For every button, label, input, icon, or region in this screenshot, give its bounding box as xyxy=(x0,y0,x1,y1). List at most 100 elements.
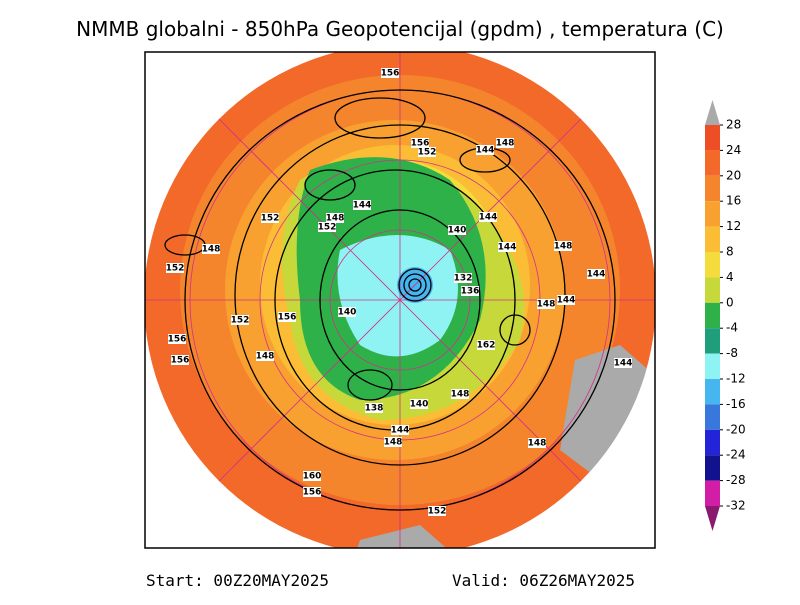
contour-label: 144 xyxy=(353,201,372,211)
label-box xyxy=(448,225,466,235)
colorbar-label: 28 xyxy=(726,118,741,132)
label-box xyxy=(410,399,428,409)
label-box xyxy=(261,213,279,223)
colorbar-segment xyxy=(705,277,720,303)
colorbar-segment xyxy=(705,404,720,430)
colorbar-label: 20 xyxy=(726,168,741,182)
colorbar-segment xyxy=(705,379,720,405)
label-box xyxy=(428,506,446,516)
contour-label: 152 xyxy=(231,316,250,326)
contour-label: 148 xyxy=(496,139,515,149)
colorbar-label: -20 xyxy=(726,422,746,436)
contour-label: 160 xyxy=(303,472,322,482)
colorbar-label: -8 xyxy=(726,346,738,360)
contour-label: 152 xyxy=(166,264,185,274)
contour-label: 144 xyxy=(391,426,410,436)
label-box xyxy=(278,312,296,322)
label-box xyxy=(338,307,356,317)
contour-label: 152 xyxy=(318,223,337,233)
colorbar-label: -24 xyxy=(726,448,746,462)
colorbar-label: -32 xyxy=(726,499,746,513)
colorbar-arrow-top xyxy=(705,100,720,125)
label-box xyxy=(326,213,344,223)
label-box xyxy=(171,355,189,365)
map xyxy=(145,52,655,548)
colorbar-label: -16 xyxy=(726,397,746,411)
colorbar-segment xyxy=(705,125,720,151)
colorbar: 28 24 20 16 12 8 4 0 -4 -8 -12 -16 -20 -24 -28 -32 xyxy=(705,100,746,531)
contour-label: 152 xyxy=(428,507,447,517)
contour-label: 144 xyxy=(557,296,576,306)
colorbar-segment xyxy=(705,455,720,481)
contour-label: 156 xyxy=(168,335,187,345)
colorbar-label: 0 xyxy=(726,295,734,309)
label-box xyxy=(451,389,469,399)
contour-label: 148 xyxy=(554,242,573,252)
contour-label: 136 xyxy=(461,287,480,297)
label-box xyxy=(528,438,546,448)
colorbar-segment xyxy=(705,429,720,456)
contour-label: 144 xyxy=(614,359,633,369)
colorbar-segment xyxy=(705,252,720,278)
label-box xyxy=(498,242,516,252)
label-box xyxy=(411,138,429,148)
contour-label: 156 xyxy=(278,313,297,323)
contour-label: 156 xyxy=(303,488,322,498)
contour-label: 156 xyxy=(411,139,430,149)
colorbar-label: -28 xyxy=(726,473,746,487)
contour-label: 148 xyxy=(528,439,547,449)
label-box xyxy=(303,487,321,497)
label-box xyxy=(587,269,605,279)
contour-label: 140 xyxy=(410,400,429,410)
label-box xyxy=(557,295,575,305)
label-box xyxy=(303,471,321,481)
colorbar-segment xyxy=(705,201,720,227)
label-box xyxy=(318,222,336,232)
colorbar-segment xyxy=(705,328,720,354)
colorbar-segment xyxy=(705,175,720,202)
contour-label: 144 xyxy=(587,270,606,280)
contour-label: 156 xyxy=(171,356,190,366)
colorbar-label: 16 xyxy=(726,194,741,208)
colorbar-segment xyxy=(705,150,720,176)
label-box xyxy=(477,340,495,350)
contour-label: 152 xyxy=(418,148,437,158)
label-box xyxy=(496,138,514,148)
colorbar-segment xyxy=(705,480,720,506)
label-box xyxy=(168,334,186,344)
colorbar-label: -12 xyxy=(726,372,746,386)
title: NMMB globalni - 850hPa Geopotencijal (gp… xyxy=(76,17,724,41)
colorbar-segment xyxy=(705,226,720,252)
label-box xyxy=(537,299,555,309)
contour-label: 148 xyxy=(384,438,403,448)
label-box xyxy=(479,212,497,222)
contour-label: 156 xyxy=(381,69,400,79)
colorbar-label: 4 xyxy=(726,270,734,284)
label-box xyxy=(166,263,184,273)
colorbar-segment xyxy=(705,302,720,329)
contour-label: 132 xyxy=(454,274,473,284)
contour-label: 144 xyxy=(479,213,498,223)
label-box xyxy=(384,437,402,447)
colorbar-label: 8 xyxy=(726,245,734,259)
label-box xyxy=(365,403,383,413)
contour-label: 148 xyxy=(202,245,221,255)
contour-label: 148 xyxy=(537,300,556,310)
contour-label: 148 xyxy=(256,352,275,362)
label-box xyxy=(353,200,371,210)
label-box xyxy=(554,241,572,251)
label-box xyxy=(381,68,399,78)
label-box xyxy=(391,425,409,435)
contour-label: 162 xyxy=(477,341,496,351)
contour-label: 138 xyxy=(365,404,384,414)
contour-label: 152 xyxy=(261,214,280,224)
contour-label: 148 xyxy=(326,214,345,224)
label-box xyxy=(476,145,494,155)
label-box xyxy=(454,273,472,283)
start-time: Start: 00Z20MAY2025 xyxy=(146,571,329,590)
colorbar-label: 12 xyxy=(726,219,741,233)
colorbar-arrow-bottom xyxy=(705,506,720,531)
label-box xyxy=(231,315,249,325)
valid-time: Valid: 06Z26MAY2025 xyxy=(452,571,635,590)
